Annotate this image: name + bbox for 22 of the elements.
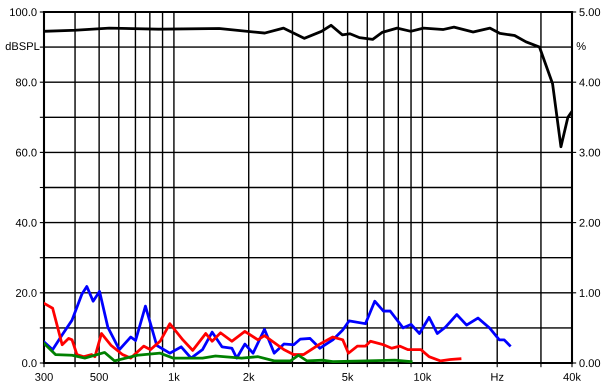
y2-tick-label: 1.00 [580,289,600,297]
y2-tick-label: 3.00 [579,148,600,157]
x-tick-label: Hz [491,373,504,381]
y-tick-label: 0.0 [22,359,37,368]
x-tick-label: 1k [168,372,180,381]
y2-tick-label: 2.00 [580,218,600,227]
x-tick-label: 10k [414,372,432,381]
y-tick-label: 60.0 [16,148,37,157]
x-tick-label: 5k [342,372,354,381]
y-tick-label: 100.0 [10,8,37,16]
y-axis-title: dBSPL [6,42,40,50]
y2-tick-label: 4.00 [579,78,600,86]
y2-tick-label: 5.00 [579,8,600,16]
y-tick-label: 20.0 [16,289,37,297]
y-tick-label: 40.0 [16,218,37,227]
y2-axis-title: % [576,42,586,50]
x-tick-label: 300 [35,373,53,381]
x-tick-label: 500 [90,373,108,381]
x-tick-label: 40k [563,372,581,381]
y-tick-label: 80.0 [16,78,37,86]
y2-tick-label: 0.00 [579,359,600,368]
x-tick-label: 2k [243,372,255,381]
